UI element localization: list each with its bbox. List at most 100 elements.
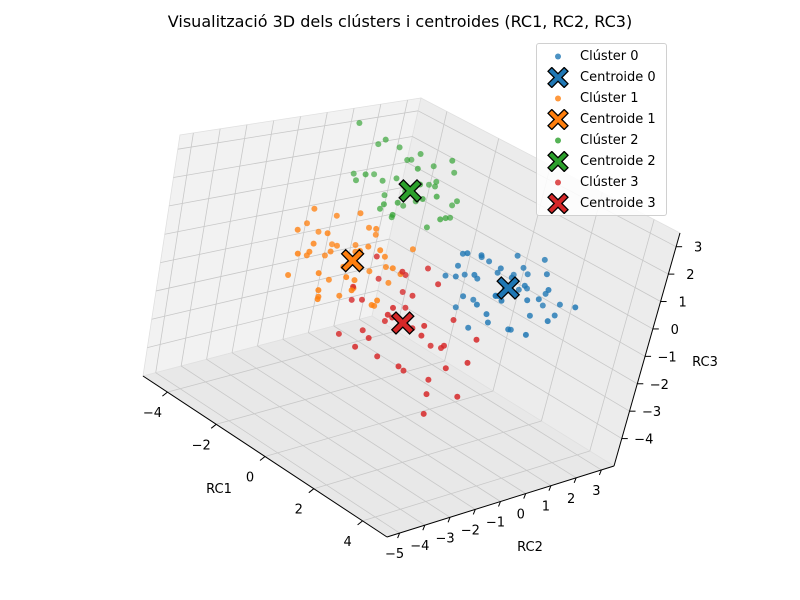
point-cl-ster-2 xyxy=(381,192,388,199)
z-tick-label: 3 xyxy=(694,241,702,256)
z-tick-label: 0 xyxy=(671,323,679,338)
point-cl-ster-0 xyxy=(522,331,529,338)
grid-y-wall xyxy=(257,116,301,347)
point-cl-ster-0 xyxy=(483,311,490,318)
point-cl-ster-1 xyxy=(334,242,340,249)
z-tick-label: −2 xyxy=(650,378,669,393)
point-cl-ster-3 xyxy=(359,327,366,334)
x-tick-label: 0 xyxy=(246,471,254,486)
point-cl-ster-0 xyxy=(505,326,512,333)
point-cl-ster-3 xyxy=(421,322,428,329)
grid-x-wall xyxy=(444,138,500,362)
point-cl-ster-3 xyxy=(425,265,431,272)
legend-item: Centroide 0 xyxy=(537,67,666,88)
y-tick-tick xyxy=(598,469,602,476)
point-cl-ster-2 xyxy=(396,144,403,151)
point-cl-ster-1 xyxy=(372,231,379,238)
point-cl-ster-2 xyxy=(449,157,456,164)
point-cl-ster-3 xyxy=(442,365,449,372)
point-cl-ster-0 xyxy=(442,272,449,279)
point-cl-ster-3 xyxy=(435,281,442,288)
legend-item: Clúster 0 xyxy=(537,46,666,67)
point-cl-ster-0 xyxy=(455,262,461,269)
point-cl-ster-3 xyxy=(395,363,402,370)
legend-label: Centroide 3 xyxy=(580,196,656,211)
grid-y-floor xyxy=(257,345,501,502)
grid-z-wall-y xyxy=(377,290,622,439)
y-tick-tick xyxy=(447,517,451,523)
point-cl-ster-1 xyxy=(324,230,331,237)
z-tick-label: −1 xyxy=(657,350,676,365)
point-cl-ster-1 xyxy=(333,212,340,219)
y-tick-label: −4 xyxy=(410,539,429,554)
point-cl-ster-3 xyxy=(454,393,461,400)
point-cl-ster-3 xyxy=(441,342,447,349)
grid-x-wall xyxy=(395,111,448,332)
point-cl-ster-3 xyxy=(375,275,382,282)
point-cl-ster-1 xyxy=(381,253,388,260)
y-tick-tick xyxy=(548,485,552,491)
legend-label: Centroide 1 xyxy=(580,112,656,127)
point-cl-ster-0 xyxy=(452,304,459,311)
point-cl-ster-0 xyxy=(535,296,542,303)
point-cl-ster-1 xyxy=(311,205,318,212)
point-cl-ster-2 xyxy=(417,151,424,157)
x-tick-label: 2 xyxy=(295,503,303,518)
legend-label: Clúster 2 xyxy=(580,133,639,148)
point-cl-ster-0 xyxy=(539,302,546,309)
point-cl-ster-3 xyxy=(381,318,388,324)
y-tick-tick xyxy=(498,501,501,507)
point-cl-ster-1 xyxy=(294,250,301,257)
point-cl-ster-0 xyxy=(471,271,478,278)
point-cl-ster-2 xyxy=(454,198,460,205)
point-cl-ster-0 xyxy=(521,282,528,289)
point-cl-ster-3 xyxy=(335,330,342,337)
point-cl-ster-1 xyxy=(366,268,373,275)
grid-z-wall-x xyxy=(160,213,396,263)
point-cl-ster-3 xyxy=(374,353,381,360)
point-cl-ster-3 xyxy=(450,317,457,323)
centroid-marker-centroide-3 xyxy=(390,311,415,335)
x-tick-label: −2 xyxy=(192,438,211,453)
point-cl-ster-0 xyxy=(465,324,472,331)
point-cl-ster-2 xyxy=(389,211,396,218)
point-cl-ster-1 xyxy=(382,264,389,270)
grid-y-floor xyxy=(359,318,602,471)
point-cl-ster-2 xyxy=(371,171,378,178)
point-cl-ster-0 xyxy=(544,318,551,325)
point-cl-ster-0 xyxy=(524,271,531,278)
point-cl-ster-0 xyxy=(520,264,527,271)
point-cl-ster-3 xyxy=(423,391,430,398)
y-tick-label: 3 xyxy=(592,484,600,499)
legend-label: Centroide 2 xyxy=(580,154,656,169)
point-cl-ster-3 xyxy=(473,336,480,343)
point-cl-ster-0 xyxy=(497,265,504,272)
point-cl-ster-2 xyxy=(451,169,458,176)
point-cl-ster-0 xyxy=(461,271,468,278)
point-cl-ster-2 xyxy=(433,193,440,200)
point-cl-ster-0 xyxy=(545,287,552,293)
point-cl-ster-3 xyxy=(399,289,406,295)
point-cl-ster-0 xyxy=(543,271,550,278)
grid-y-floor xyxy=(180,365,426,526)
point-cl-ster-2 xyxy=(449,202,456,209)
y-tick-tick xyxy=(573,477,577,484)
z-tick-label: −3 xyxy=(642,405,661,420)
point-cl-ster-1 xyxy=(315,287,322,294)
z-axis-label: RC3 xyxy=(692,355,718,370)
grid-z-wall-x xyxy=(164,187,401,235)
y-tick-label: −5 xyxy=(385,547,404,562)
legend-label: Clúster 1 xyxy=(580,91,639,106)
point-cl-ster-3 xyxy=(420,410,427,417)
point-cl-ster-0 xyxy=(524,297,531,304)
legend-dot-icon xyxy=(555,137,561,144)
legend: Clúster 0 Centroide 0 Clúster 1 Centroide 1… xyxy=(536,43,667,216)
grid-z-wall-y xyxy=(383,264,630,412)
chart-title: Visualització 3D dels clústers i centroi… xyxy=(167,12,633,31)
grid-z-wall-y xyxy=(406,161,661,302)
y-tick-label: 2 xyxy=(567,492,575,507)
y-tick-label: −3 xyxy=(435,531,454,546)
point-cl-ster-2 xyxy=(375,141,382,148)
point-cl-ster-1 xyxy=(336,292,343,299)
point-cl-ster-1 xyxy=(385,279,392,286)
